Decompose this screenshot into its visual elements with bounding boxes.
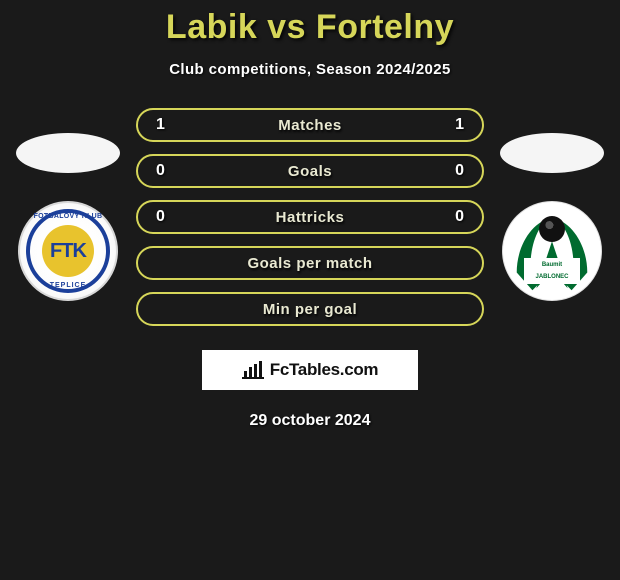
subtitle: Club competitions, Season 2024/2025 bbox=[0, 61, 620, 78]
date-label: 29 october 2024 bbox=[0, 412, 620, 430]
right-club-banner-top: Baumit bbox=[542, 262, 562, 268]
stat-right-value: 0 bbox=[444, 162, 464, 180]
stat-row-matches: 1 Matches 1 bbox=[136, 108, 484, 142]
stat-right-value: 0 bbox=[444, 208, 464, 226]
stat-row-goals-per-match: Goals per match bbox=[136, 246, 484, 280]
stat-label: Hattricks bbox=[138, 209, 482, 226]
stat-left-value: 1 bbox=[156, 116, 176, 134]
brand-name: FcTables.com bbox=[270, 360, 379, 380]
left-player-avatar bbox=[16, 133, 120, 173]
stat-label: Goals per match bbox=[156, 255, 464, 272]
right-club-banner-bottom: JABLONEC bbox=[535, 274, 568, 280]
stat-row-goals: 0 Goals 0 bbox=[136, 154, 484, 188]
right-club-badge[interactable]: Baumit JABLONEC bbox=[502, 201, 602, 301]
stat-left-value: 0 bbox=[156, 208, 176, 226]
left-club-monogram: FTK bbox=[50, 240, 86, 263]
page-title: Labik vs Fortelny bbox=[0, 8, 620, 47]
brand-link[interactable]: FcTables.com bbox=[202, 350, 418, 390]
stat-label: Matches bbox=[138, 117, 482, 134]
main-row: FOTBALOVÝ KLUB FTK TEPLICE 1 Matches 1 0… bbox=[0, 108, 620, 326]
right-club-ball-icon bbox=[539, 216, 565, 242]
stat-row-hattricks: 0 Hattricks 0 bbox=[136, 200, 484, 234]
stat-right-value: 1 bbox=[444, 116, 464, 134]
stat-row-min-per-goal: Min per goal bbox=[136, 292, 484, 326]
stat-left-value: 0 bbox=[156, 162, 176, 180]
left-club-bottom-arc: TEPLICE bbox=[20, 282, 116, 289]
bar-chart-icon bbox=[242, 361, 264, 379]
right-player-avatar bbox=[500, 133, 604, 173]
right-club-banner2: JABLONEC bbox=[524, 270, 580, 284]
left-column: FOTBALOVÝ KLUB FTK TEPLICE bbox=[12, 133, 124, 301]
comparison-card: Labik vs Fortelny Club competitions, Sea… bbox=[0, 0, 620, 430]
left-club-badge[interactable]: FOTBALOVÝ KLUB FTK TEPLICE bbox=[18, 201, 118, 301]
right-column: Baumit JABLONEC bbox=[496, 133, 608, 301]
left-club-inner: FTK bbox=[42, 225, 94, 277]
stat-label: Min per goal bbox=[156, 301, 464, 318]
stats-column: 1 Matches 1 0 Goals 0 0 Hattricks 0 Goal… bbox=[136, 108, 484, 326]
stat-label: Goals bbox=[138, 163, 482, 180]
